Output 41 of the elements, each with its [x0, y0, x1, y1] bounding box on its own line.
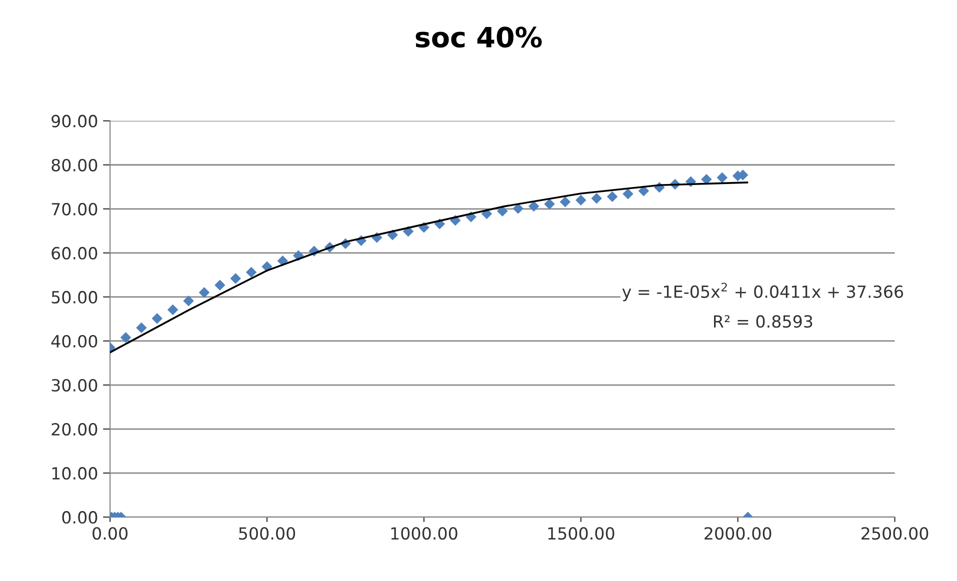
annotation: R² = 0.8593 — [714, 315, 812, 328]
x-tick-label: 2000.00 — [704, 527, 772, 540]
y-tick-label: 90.00 — [52, 114, 98, 128]
point — [120, 332, 132, 343]
point — [528, 200, 540, 212]
point — [183, 296, 194, 306]
y-tick-label: 60.00 — [52, 246, 98, 260]
point — [606, 191, 618, 202]
y-tick-label: 50.00 — [52, 290, 98, 304]
point — [638, 185, 650, 196]
y-tick-label: 30.00 — [52, 378, 98, 392]
point — [576, 194, 586, 206]
y-tick-label: 70.00 — [52, 202, 98, 216]
point — [544, 198, 555, 210]
x-tick-label: 1500.00 — [548, 527, 614, 540]
y-tick-label: 80.00 — [52, 158, 98, 172]
point — [560, 196, 571, 208]
point — [230, 273, 241, 284]
point — [497, 206, 508, 216]
x-tick-label: 0.00 — [92, 527, 128, 540]
point — [512, 203, 524, 214]
point — [167, 304, 178, 316]
x-tick-label: 500.00 — [239, 527, 296, 540]
chart-title: soc 40% — [416, 26, 542, 48]
y-tick-label: 40.00 — [51, 334, 98, 348]
y-tick-label: 10.00 — [52, 467, 98, 480]
annotation: y = -1E-05x$^{2}$ + 0.0411x + 37.366 — [622, 282, 904, 302]
point — [701, 174, 712, 185]
line-series — [110, 182, 748, 354]
point — [198, 287, 210, 298]
point — [152, 313, 163, 324]
point — [591, 192, 602, 204]
x-tick-label: 1000.00 — [391, 527, 458, 540]
point — [622, 188, 634, 200]
point — [214, 280, 226, 290]
point — [246, 266, 257, 278]
y-tick-label: 0.00 — [62, 511, 98, 524]
x-tick-label: 2500.00 — [862, 527, 928, 540]
point — [136, 322, 147, 334]
point — [716, 172, 728, 184]
y-tick-label: 20.00 — [52, 423, 98, 436]
